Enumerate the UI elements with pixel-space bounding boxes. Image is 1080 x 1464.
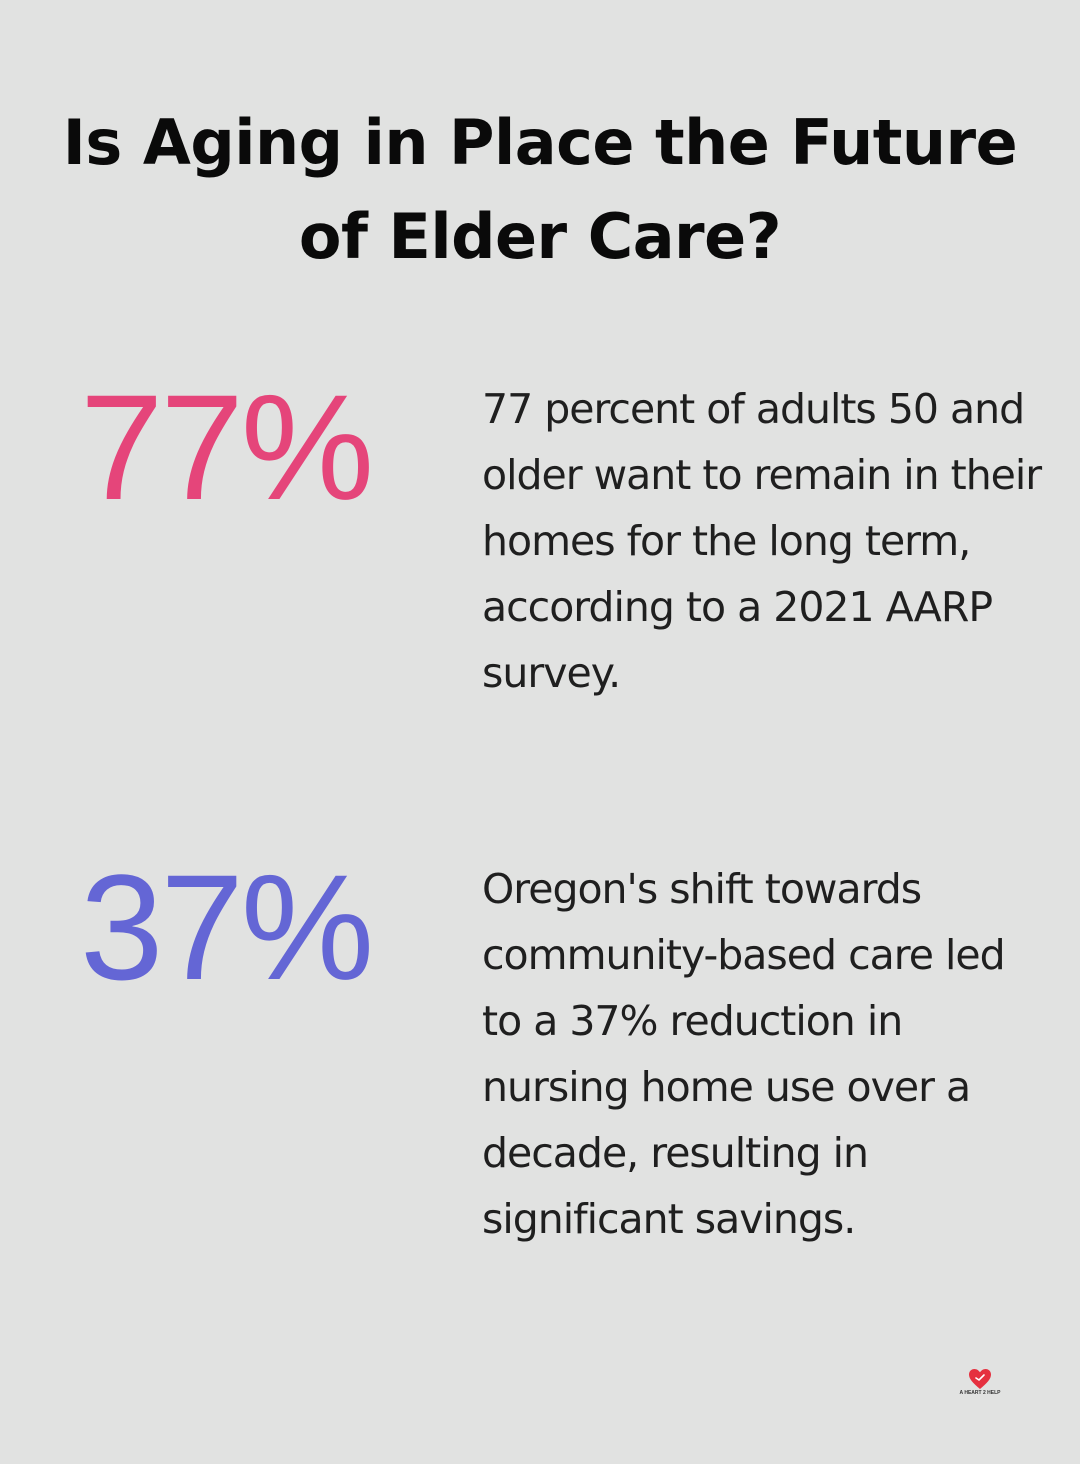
logo-text: A HEART 2 HELP xyxy=(959,1390,1001,1396)
heart-icon xyxy=(969,1369,991,1389)
stat-value: 37% xyxy=(80,843,374,1011)
page-title: Is Aging in Place the Future of Elder Ca… xyxy=(62,106,1018,273)
brand-logo: A HEART 2 HELP xyxy=(958,1368,1002,1402)
stat-description: 77 percent of adults 50 and older want t… xyxy=(482,385,1042,697)
stat-description: Oregon's shift towards community-based c… xyxy=(482,865,1006,1243)
stat-value: 77% xyxy=(80,363,374,531)
